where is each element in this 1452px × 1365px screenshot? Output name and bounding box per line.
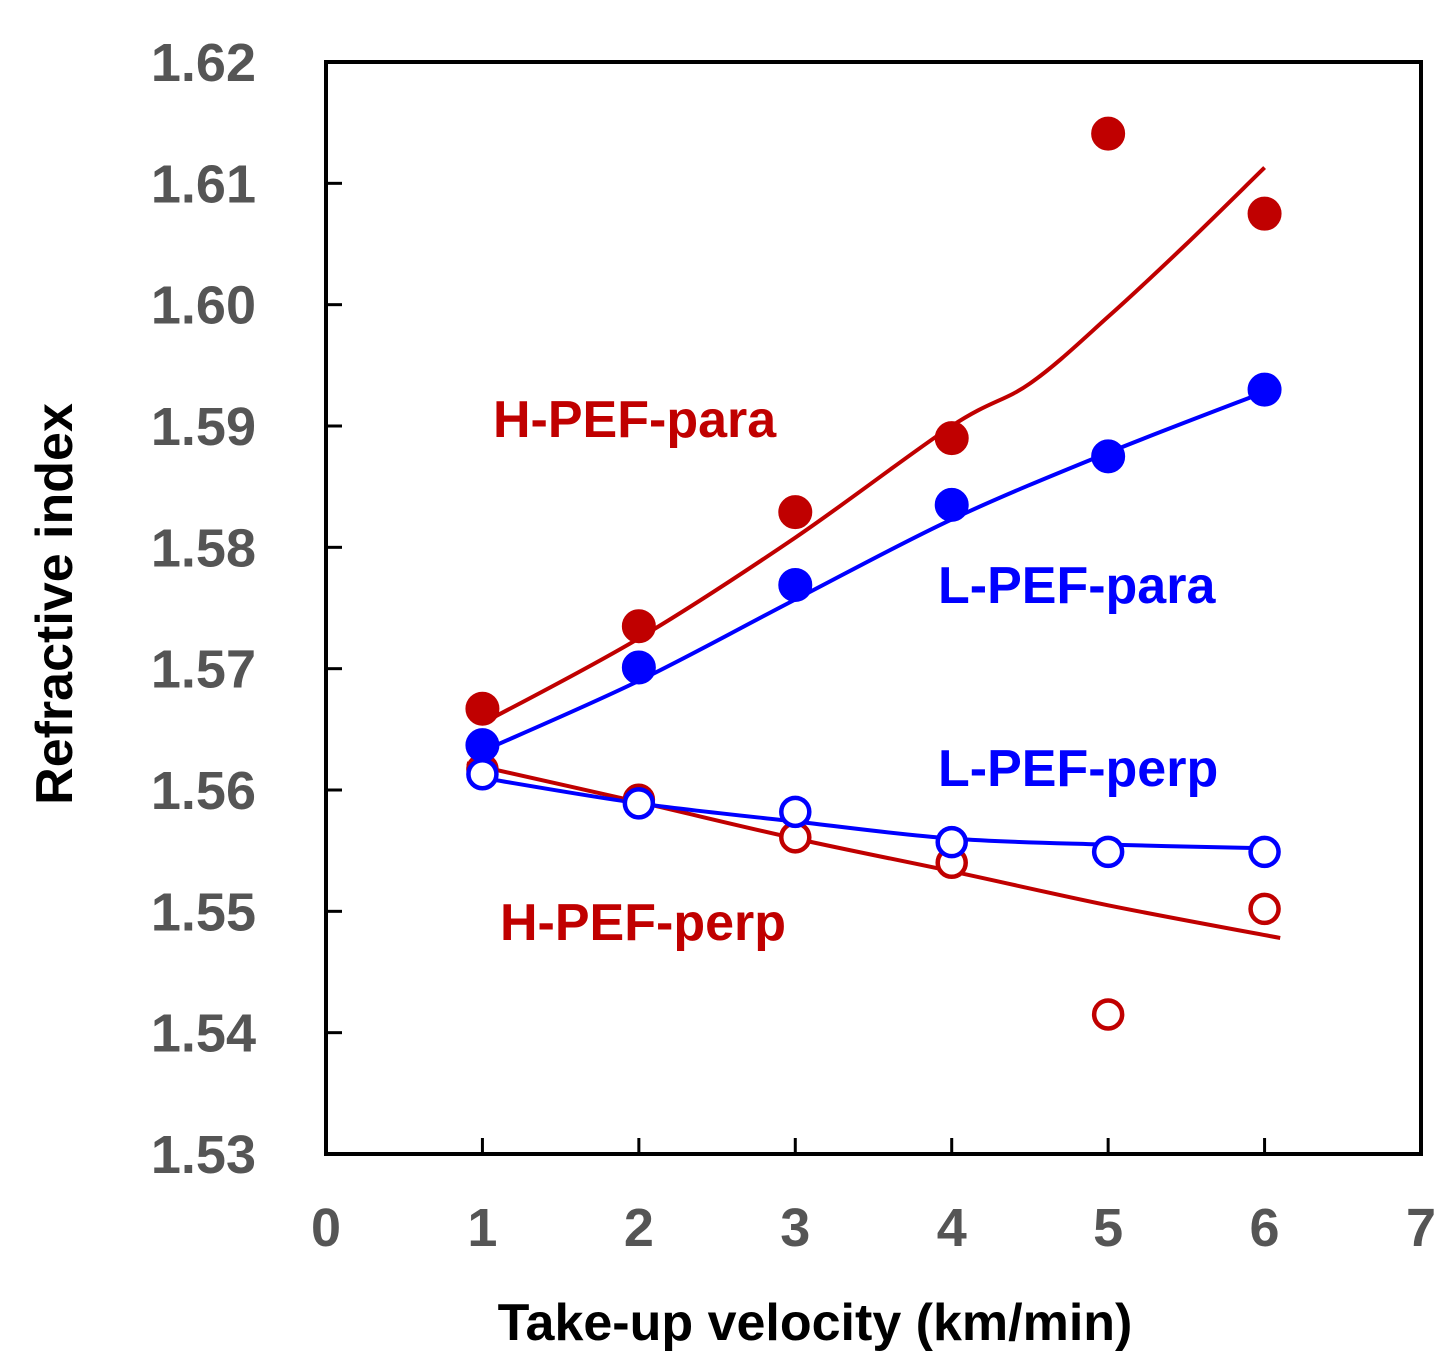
y-axis-title: Refractive index: [26, 403, 84, 805]
h-pef-perp-point: [1091, 998, 1125, 1031]
y-tick-label: 1.59: [151, 397, 256, 457]
x-tick-label: 2: [624, 1198, 654, 1258]
l-pef-perp-point: [466, 757, 499, 791]
data-points: [465, 116, 1282, 1031]
l-pef-para-point: [1247, 372, 1282, 407]
l-pef-perp-fit-line: [482, 775, 1265, 851]
h-pef-para-point: [1247, 196, 1282, 231]
x-axis: 0 1 2 3 4 5 6 7: [311, 1138, 1436, 1258]
x-tick-label: 7: [1406, 1198, 1436, 1258]
h-pef-perp-fit-line: [466, 761, 1281, 940]
h-pef-para-point: [934, 421, 969, 456]
l-pef-para-point: [621, 650, 656, 685]
fit-lines: [466, 166, 1281, 940]
h-pef-perp-point: [1248, 892, 1281, 926]
h-pef-para-point: [465, 691, 500, 726]
h-pef-para-label: H-PEF-para: [493, 391, 777, 449]
h-pef-para-point: [1091, 116, 1126, 151]
y-tick-label: 1.56: [151, 761, 256, 821]
y-tick-label: 1.55: [151, 882, 256, 942]
l-pef-perp-point: [779, 795, 812, 829]
x-tick-label: 0: [311, 1198, 341, 1258]
l-pef-para-label: L-PEF-para: [938, 557, 1216, 615]
l-pef-perp-point: [1091, 835, 1125, 869]
l-pef-para-point: [934, 487, 969, 522]
x-tick-label: 1: [467, 1198, 497, 1258]
y-tick-label: 1.62: [151, 33, 256, 93]
y-tick-label: 1.61: [151, 154, 256, 214]
x-tick-label: 4: [937, 1198, 967, 1258]
y-tick-label: 1.54: [151, 1004, 256, 1064]
series-labels: H-PEF-para L-PEF-para L-PEF-perp H-PEF-perp: [493, 391, 1218, 952]
l-pef-perp-label: L-PEF-perp: [938, 740, 1218, 798]
y-tick-label: 1.53: [151, 1125, 256, 1185]
x-tick-label: 5: [1093, 1198, 1123, 1258]
plot-area-frame: [324, 60, 1423, 1156]
l-pef-perp-point: [1248, 835, 1281, 869]
y-axis: 1.53 1.54 1.55 1.56 1.57 1.58 1.59 1.60 1.61 1.62: [151, 33, 342, 1185]
h-pef-para-point: [621, 609, 656, 644]
x-tick-label: 3: [780, 1198, 810, 1258]
l-pef-para-point: [778, 567, 813, 602]
x-axis-title: Take-up velocity (km/min): [498, 1294, 1133, 1352]
l-pef-para-point: [1091, 439, 1126, 474]
l-pef-para-point: [465, 728, 500, 763]
y-tick-label: 1.60: [151, 276, 256, 336]
y-tick-label: 1.58: [151, 518, 256, 578]
y-tick-label: 1.57: [151, 640, 256, 700]
l-pef-perp-point: [622, 787, 656, 820]
h-pef-perp-label: H-PEF-perp: [500, 894, 786, 952]
l-pef-perp-point: [935, 825, 968, 859]
x-tick-label: 6: [1250, 1198, 1280, 1258]
h-pef-para-point: [778, 495, 813, 530]
